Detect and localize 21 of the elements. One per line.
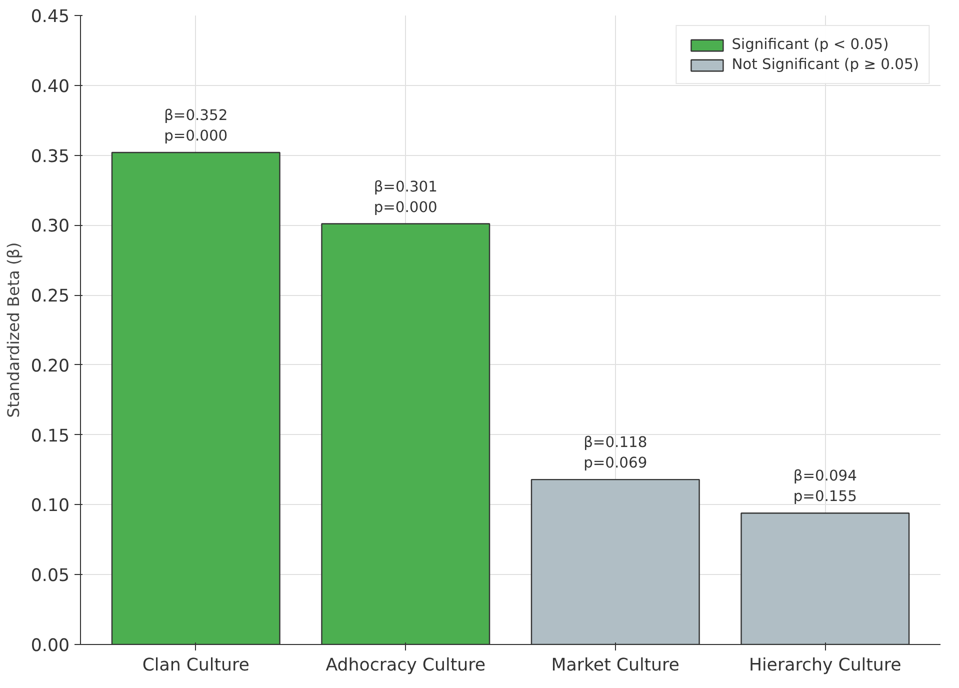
y-tick-label: 0.20 — [30, 356, 70, 376]
x-tick-label: Adhocracy Culture — [326, 656, 486, 676]
x-tick-label: Hierarchy Culture — [748, 656, 902, 676]
y-tick-label: 0.00 — [30, 636, 70, 656]
y-tick-label: 0.30 — [30, 216, 70, 237]
y-tick-label: 0.05 — [30, 566, 70, 586]
legend-label: Not Significant (p ≥ 0.05) — [732, 56, 919, 73]
y-tick-label: 0.10 — [30, 496, 70, 516]
x-tick-label: Clan Culture — [142, 656, 250, 676]
data-label: β=0.118 p=0.069 — [584, 434, 648, 472]
y-tick-label: 0.45 — [30, 7, 70, 27]
data-label: β=0.352 p=0.000 — [164, 107, 228, 144]
data-label: β=0.094 p=0.155 — [793, 468, 857, 506]
y-tick-label: 0.15 — [30, 426, 70, 446]
legend-label: Significant (p < 0.05) — [732, 36, 889, 53]
data-label: β=0.301 p=0.000 — [374, 178, 438, 216]
y-tick-label: 0.35 — [30, 146, 70, 167]
y-tick-label: 0.25 — [30, 286, 70, 307]
y-tick-label: 0.40 — [30, 76, 70, 97]
y-axis-title: Standardized Beta (β) — [4, 242, 23, 418]
x-tick-label: Market Culture — [551, 656, 680, 676]
